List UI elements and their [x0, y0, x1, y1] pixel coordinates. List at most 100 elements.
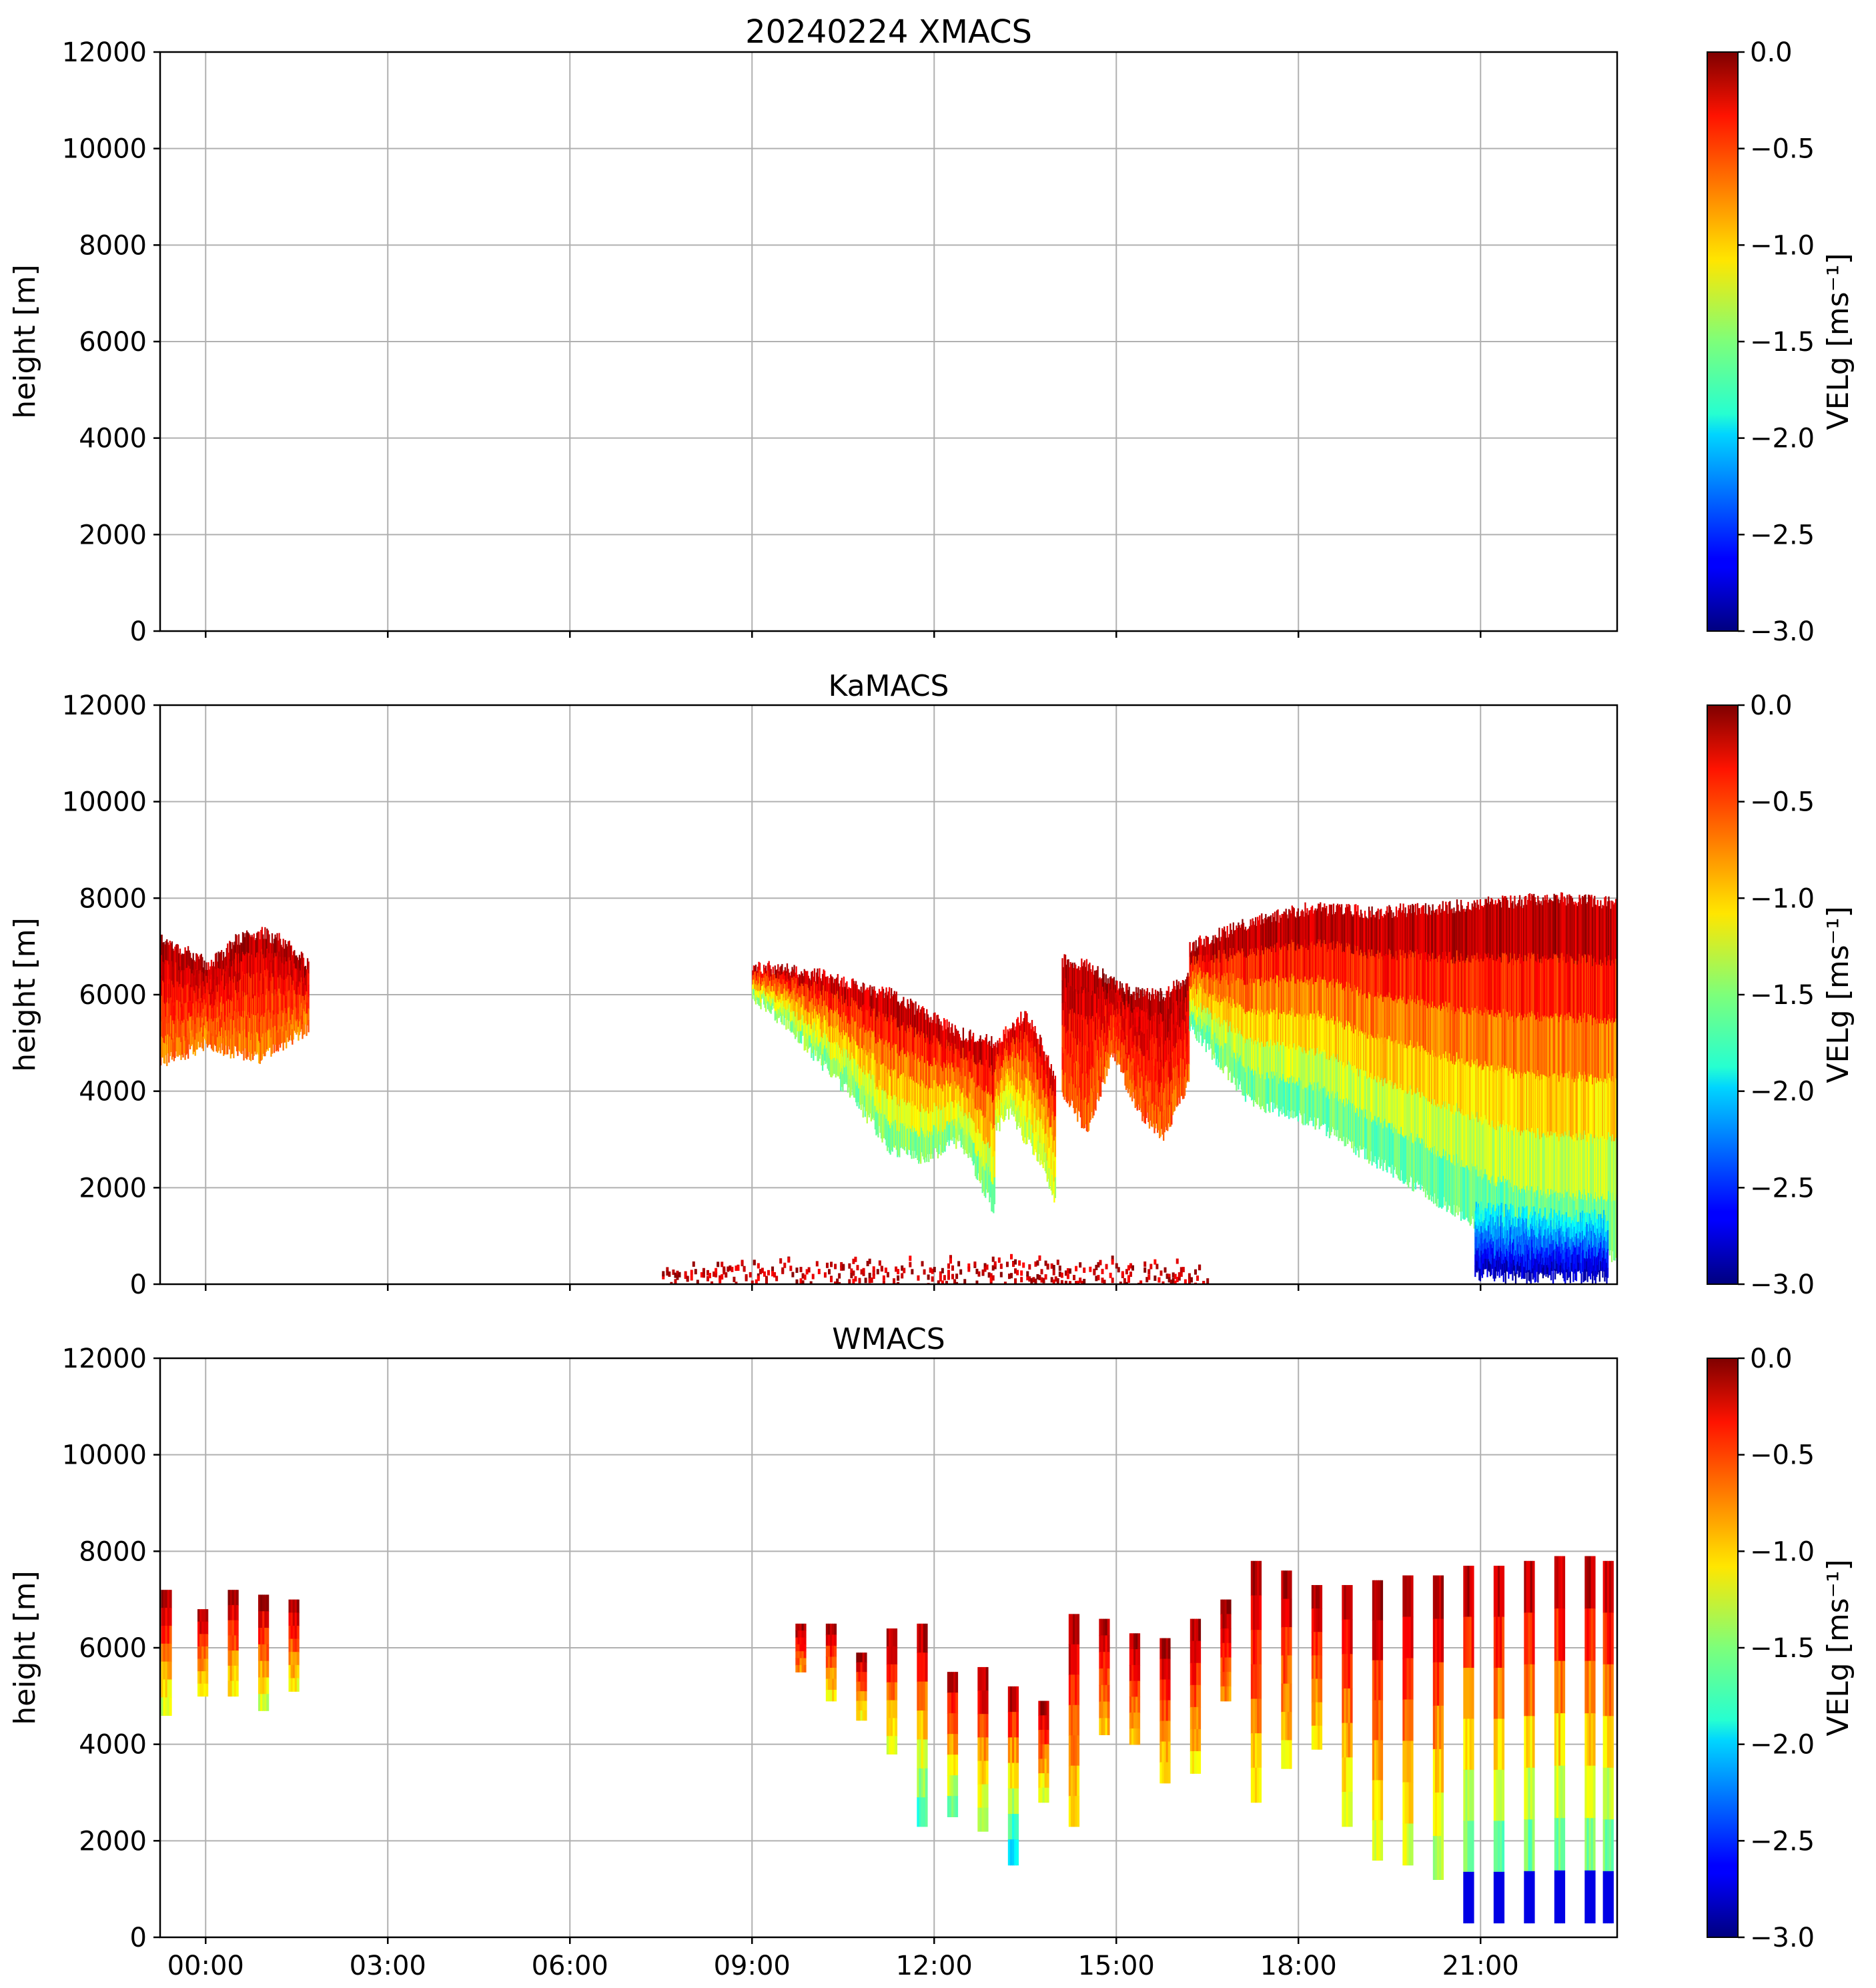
- echo-cell: [1312, 1019, 1314, 1056]
- echo-cell: [967, 1079, 969, 1099]
- echo-cell: [1345, 907, 1347, 948]
- echo-cell: [302, 1021, 305, 1035]
- echo-cell: [1350, 1064, 1352, 1104]
- echo-cell: [1141, 1010, 1143, 1033]
- echo-cell: [889, 1050, 891, 1077]
- echo-cell: [1001, 1041, 1004, 1055]
- echo-cell: [1228, 980, 1230, 1004]
- echo-cell: [1163, 1088, 1165, 1111]
- echo-cell: [1037, 1120, 1039, 1141]
- echo-cell: [1256, 955, 1258, 986]
- echo-cell: [294, 981, 297, 995]
- echo-cell: [1246, 1039, 1249, 1068]
- echo-cell: [1049, 1107, 1051, 1128]
- echo-cell: [1067, 983, 1069, 1007]
- echo-cell: [928, 1113, 930, 1138]
- echo-cell: [1269, 1079, 1271, 1113]
- echo-cell: [1112, 991, 1114, 1005]
- echo-cell: [971, 1077, 973, 1099]
- echo-cell: [165, 979, 167, 999]
- echo-cell: [1021, 1023, 1023, 1043]
- echo-cell: [1032, 1069, 1034, 1091]
- echo-cell: [1387, 955, 1390, 998]
- echo-cell: [1042, 1129, 1044, 1149]
- echo-cell: [1181, 1023, 1183, 1042]
- echo-cell: [987, 1117, 989, 1143]
- echo-cell: [1083, 962, 1085, 991]
- echo-cell: [286, 944, 288, 962]
- echo-cell: [949, 1051, 951, 1069]
- echo-cell: [901, 1099, 904, 1124]
- echo-cell: [1246, 984, 1249, 1013]
- echo-cell: [1061, 980, 1063, 1003]
- echo-cell: [1295, 983, 1298, 1017]
- echo-cell: [791, 977, 793, 989]
- echo-cell: [1389, 950, 1392, 994]
- echo-cell: [781, 974, 783, 985]
- echo-cell: [1178, 1039, 1180, 1059]
- echo-cell: [279, 975, 282, 994]
- echo-cell: [1142, 1095, 1144, 1117]
- echo-cell: [1375, 1037, 1377, 1081]
- echo-cell: [1356, 990, 1358, 1030]
- echo-cell: [290, 975, 292, 991]
- echo-cell: [1271, 922, 1273, 953]
- echo-cell: [1148, 1083, 1151, 1106]
- echo-cell: [1099, 979, 1102, 999]
- echo-cell: [861, 1029, 863, 1049]
- echo-cell: [1432, 1154, 1435, 1204]
- echo-cell: [292, 985, 294, 1001]
- echo-cell: [1380, 1123, 1382, 1166]
- echo-cell: [1097, 1080, 1100, 1101]
- echo-cell: [976, 1087, 979, 1111]
- echo-cell: [1230, 948, 1232, 973]
- echo-cell: [807, 1038, 809, 1053]
- echo-cell: [1069, 1081, 1071, 1106]
- echo-cell: [1258, 1067, 1260, 1097]
- echo-cell: [766, 992, 768, 999]
- echo-cell: [1176, 1085, 1178, 1107]
- echo-cell: [1065, 1078, 1067, 1102]
- echo-cell: [1018, 1055, 1020, 1073]
- echo-cell: [1326, 1023, 1329, 1060]
- colorbar-tick-label: −3.0: [1750, 616, 1815, 647]
- echo-cell: [1174, 1089, 1176, 1111]
- echo-cell: [207, 989, 209, 1005]
- echo-cell: [1424, 1051, 1426, 1097]
- echo-cell: [1209, 1010, 1212, 1028]
- echo-cell: [857, 1045, 859, 1065]
- echo-cell: [803, 1025, 805, 1036]
- echo-cell: [1395, 951, 1398, 997]
- echo-cell: [282, 963, 284, 979]
- echo-cell: [970, 1137, 973, 1158]
- echo-cell: [1095, 1034, 1098, 1057]
- echo-cell: [846, 1049, 848, 1067]
- echo-cell: [1099, 1037, 1102, 1058]
- echo-cell: [987, 1141, 989, 1167]
- echo-cell: [1215, 937, 1218, 959]
- echo-cell: [841, 1013, 843, 1033]
- echo-cell: [1106, 1014, 1108, 1031]
- echo-cell: [300, 951, 303, 965]
- echo-cell: [276, 971, 278, 992]
- echo-cell: [1169, 1103, 1171, 1127]
- echo-cell: [791, 1009, 793, 1021]
- echo-cell: [1283, 945, 1285, 979]
- echo-cell: [269, 1012, 272, 1031]
- echo-cell: [1167, 991, 1169, 1015]
- echo-cell: [835, 1044, 837, 1061]
- echo-cell: [1118, 1026, 1120, 1039]
- echo-cell: [760, 984, 762, 991]
- echo-cell: [1326, 944, 1328, 983]
- echo-cell: [1159, 1062, 1161, 1087]
- echo-cell: [840, 1053, 842, 1073]
- echo-cell: [967, 1137, 969, 1158]
- echo-cell: [1244, 1014, 1247, 1044]
- echo-cell: [991, 1036, 993, 1066]
- echo-cell: [1104, 1033, 1106, 1051]
- echo-cell: [1137, 1084, 1139, 1105]
- echo-cell: [930, 1087, 932, 1112]
- echo-cell: [887, 1017, 889, 1044]
- echo-cell: [1368, 1035, 1370, 1079]
- echo-cell: [268, 953, 270, 973]
